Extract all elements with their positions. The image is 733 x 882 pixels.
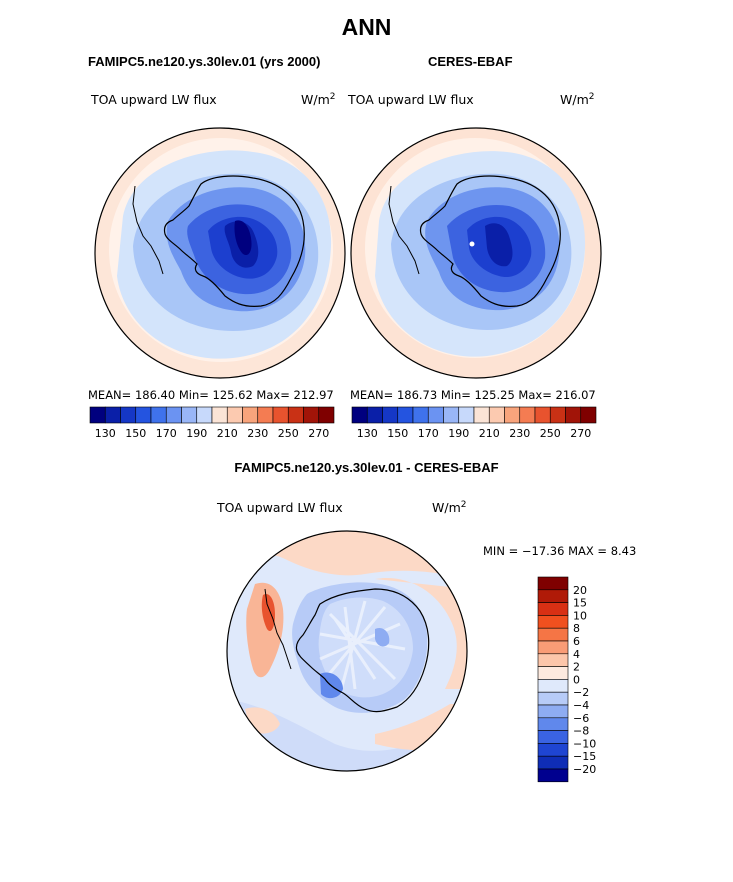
diff-colorbar-tick-label: 15 <box>573 597 587 610</box>
right-colorbar-swatch <box>412 406 429 424</box>
right-colorbar-tick-label: 130 <box>357 427 378 440</box>
left-polar-map <box>94 127 346 379</box>
right-colorbar-swatch <box>549 406 566 424</box>
right-colorbar-tick-label: 270 <box>570 427 591 440</box>
left-colorbar-swatch <box>196 406 213 424</box>
diff-minmax: MIN = −17.36 MAX = 8.43 <box>483 544 637 558</box>
diff-colorbar-swatch <box>537 691 569 706</box>
diff-polar-map <box>226 530 468 772</box>
right-colorbar-tick-label: 230 <box>509 427 530 440</box>
right-colorbar-swatch <box>397 406 414 424</box>
right-colorbar: 130 150 170 190 210 230 250 270 <box>351 406 597 440</box>
right-colorbar-swatch <box>427 406 444 424</box>
diff-colorbar-swatch <box>537 615 569 629</box>
right-colorbar-swatch <box>366 406 383 424</box>
diff-colorbar-tick-label: 10 <box>573 609 587 622</box>
diff-colorbar-swatch <box>537 679 569 693</box>
diff-units-label: W/m2 <box>432 500 467 516</box>
right-colorbar-swatch <box>488 406 505 424</box>
diff-colorbar-tick-label: −10 <box>573 737 596 750</box>
diff-colorbar-tick-label: 4 <box>573 648 580 661</box>
right-colorbar-swatch <box>473 406 490 424</box>
left-colorbar-tick-label: 270 <box>308 427 329 440</box>
right-colorbar-tick-label: 190 <box>448 427 469 440</box>
diff-colorbar-swatch <box>537 704 569 719</box>
right-colorbar-tick-label: 210 <box>479 427 500 440</box>
left-stats: MEAN= 186.40 Min= 125.62 Max= 212.97 <box>88 388 334 402</box>
left-colorbar-swatch <box>104 406 121 424</box>
right-colorbar-swatch <box>382 406 399 424</box>
left-colorbar-tick-label: 170 <box>156 427 177 440</box>
diff-colorbar-swatch <box>537 640 569 655</box>
left-colorbar-tick-label: 210 <box>217 427 238 440</box>
diff-colorbar-swatch <box>537 602 569 616</box>
left-colorbar-swatch <box>303 406 320 424</box>
diff-colorbar-tick-label: −6 <box>573 712 589 725</box>
diff-colorbar-tick-label: −15 <box>573 750 596 763</box>
left-colorbar-tick-label: 190 <box>186 427 207 440</box>
diff-colorbar-tick-label: 2 <box>573 661 580 674</box>
right-colorbar-swatch <box>565 406 582 424</box>
left-colorbar-tick-label: 150 <box>125 427 146 440</box>
left-colorbar-swatch <box>318 406 335 424</box>
right-units-label: W/m2 <box>560 92 595 108</box>
right-colorbar-swatch <box>351 406 368 424</box>
diff-colorbar-tick-label: −4 <box>573 699 589 712</box>
diff-colorbar-swatch <box>537 755 569 770</box>
right-variable-label: TOA upward LW flux <box>348 92 474 107</box>
right-polar-map <box>350 127 602 379</box>
diff-colorbar-tick-label: 0 <box>573 673 580 686</box>
diff-colorbar-swatch <box>537 627 569 642</box>
diff-colorbar-swatch <box>537 653 569 667</box>
diff-colorbar-swatch <box>537 743 569 757</box>
right-colorbar-swatch <box>443 406 460 424</box>
diff-colorbar-swatch <box>537 717 569 731</box>
right-stats: MEAN= 186.73 Min= 125.25 Max= 216.07 <box>350 388 596 402</box>
right-colorbar-tick-label: 250 <box>540 427 561 440</box>
left-colorbar-tick-label: 130 <box>95 427 116 440</box>
left-colorbar-swatch <box>89 406 106 424</box>
left-colorbar-swatch <box>150 406 167 424</box>
left-colorbar-tick-label: 230 <box>247 427 268 440</box>
diff-colorbar-tick-label: 6 <box>573 635 580 648</box>
diff-colorbar-swatch <box>537 589 569 603</box>
diff-title: FAMIPC5.ne120.ys.30lev.01 - CERES-EBAF <box>234 460 499 475</box>
diff-colorbar-swatch <box>537 768 569 783</box>
diff-colorbar-swatch <box>537 666 569 680</box>
diff-variable-label: TOA upward LW flux <box>217 500 343 515</box>
left-colorbar-swatch <box>242 406 259 424</box>
left-colorbar-tick-label: 250 <box>278 427 299 440</box>
left-colorbar-swatch <box>165 406 182 424</box>
left-colorbar-swatch <box>211 406 228 424</box>
right-colorbar-swatch <box>504 406 521 424</box>
left-colorbar-swatch <box>257 406 274 424</box>
left-colorbar-swatch <box>135 406 152 424</box>
right-colorbar-swatch <box>519 406 536 424</box>
diff-colorbar-tick-label: 20 <box>573 584 587 597</box>
left-colorbar-swatch <box>226 406 243 424</box>
right-panel-title: CERES-EBAF <box>428 54 513 69</box>
diff-colorbar-tick-label: 8 <box>573 622 580 635</box>
diff-colorbar-swatch <box>537 576 569 591</box>
left-units-label: W/m2 <box>301 92 336 108</box>
right-colorbar-swatch <box>580 406 597 424</box>
left-colorbar-swatch <box>181 406 198 424</box>
left-colorbar: 130 150 170 190 210 230 250 270 <box>89 406 335 440</box>
diff-colorbar-swatch <box>537 730 569 744</box>
left-panel-title: FAMIPC5.ne120.ys.30lev.01 (yrs 2000) <box>88 54 321 69</box>
main-title: ANN <box>341 14 392 40</box>
diff-colorbar-tick-label: −20 <box>573 763 596 776</box>
right-colorbar-tick-label: 150 <box>387 427 408 440</box>
left-colorbar-swatch <box>287 406 304 424</box>
left-colorbar-swatch <box>120 406 137 424</box>
right-colorbar-swatch <box>458 406 475 424</box>
left-colorbar-swatch <box>272 406 289 424</box>
diff-colorbar-tick-label: −8 <box>573 725 589 738</box>
right-colorbar-tick-label: 170 <box>418 427 439 440</box>
diff-colorbar-tick-label: −2 <box>573 686 589 699</box>
right-colorbar-swatch <box>534 406 551 424</box>
left-variable-label: TOA upward LW flux <box>91 92 217 107</box>
